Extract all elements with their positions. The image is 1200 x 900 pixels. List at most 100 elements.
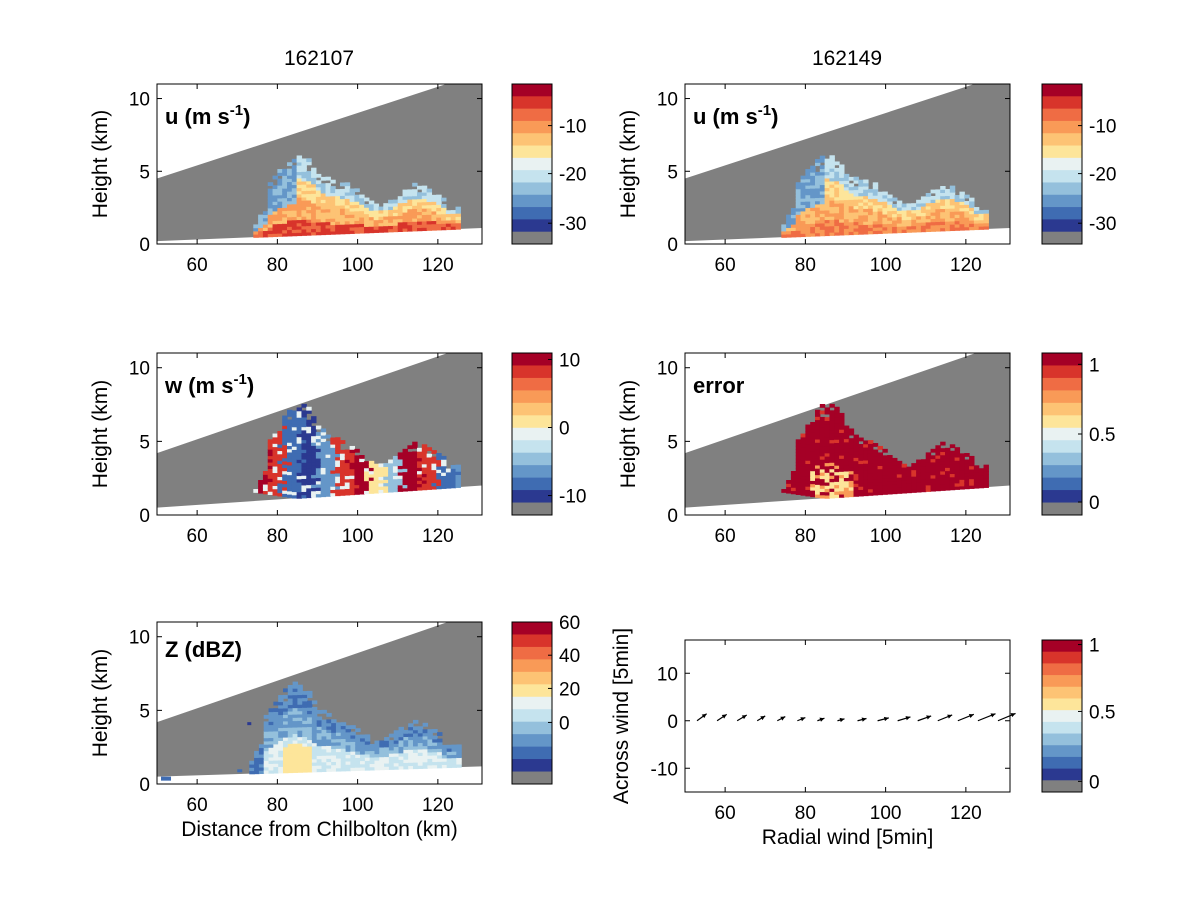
echo-cell [273, 714, 279, 719]
echo-cell [412, 719, 419, 724]
echo-cell [267, 195, 274, 199]
echo-cell [291, 226, 298, 230]
echo-cell [311, 429, 317, 433]
echo-cell [872, 207, 879, 212]
echo-cell [834, 468, 840, 473]
y-tick-label: 5 [667, 432, 678, 453]
echo-cell [378, 228, 384, 233]
echo-cell [373, 209, 380, 214]
echo-cell [297, 755, 303, 760]
echo-cell [335, 463, 341, 467]
echo-cell [427, 745, 433, 750]
echo-cell [872, 201, 879, 206]
echo-cell [403, 759, 409, 763]
echo-cell [945, 214, 951, 219]
echo-cell [263, 750, 270, 755]
echo-cell [340, 761, 347, 765]
axes-frame [156, 352, 483, 516]
echo-cell [426, 191, 433, 196]
echo-cell [877, 210, 884, 215]
echo-cell [949, 460, 956, 465]
echo-cell [949, 466, 956, 471]
echo-cell [340, 757, 347, 762]
echo-cell [843, 490, 850, 495]
echo-cell [412, 765, 419, 770]
echo-cell [267, 230, 274, 235]
echo-cell [302, 691, 308, 695]
echo-cell [959, 210, 965, 215]
echo-cell [887, 461, 893, 466]
echo-cell [335, 741, 342, 746]
echo-cell [432, 761, 438, 766]
echo-cell [940, 221, 946, 226]
echo-cell [795, 455, 802, 460]
echo-cell [949, 450, 956, 455]
echo-cell [441, 757, 448, 762]
echo-cell [277, 469, 283, 474]
echo-cell [877, 220, 884, 225]
colorbar-tick-label: -20 [1089, 165, 1116, 186]
echo-cell [843, 444, 850, 449]
echo-cell [882, 487, 888, 492]
echo-cell [431, 217, 437, 222]
echo-cell [349, 226, 356, 231]
echo-cell [790, 230, 797, 235]
echo-cell [421, 192, 428, 196]
echo-cell [320, 444, 327, 449]
colorbar-top-right: -10-20-30 [1041, 83, 1116, 245]
echo-cell [398, 739, 404, 744]
echo-cell [307, 729, 313, 734]
echo-cell [969, 210, 975, 215]
echo-cell [302, 749, 308, 754]
echo-cell [344, 220, 351, 225]
colorbar-tick-label: 0 [1089, 493, 1100, 514]
echo-cell [277, 213, 283, 218]
echo-cell [810, 191, 816, 196]
echo-cell [388, 475, 394, 480]
echo-cell [373, 479, 380, 484]
echo-cell [916, 222, 922, 226]
echo-cell [417, 758, 424, 763]
echo-cell [292, 765, 299, 770]
echo-cell [291, 439, 298, 444]
echo-cell [819, 174, 826, 179]
column-title-right: 162149 [812, 47, 882, 70]
echo-cell [292, 701, 299, 705]
echo-cell [412, 739, 419, 744]
echo-cell [330, 211, 336, 216]
echo-cell [829, 161, 835, 166]
echo-cell [278, 746, 284, 751]
echo-cell [795, 195, 802, 199]
echo-cell [824, 436, 831, 441]
echo-cell [422, 755, 429, 760]
echo-cell [441, 751, 448, 756]
echo-cell [810, 490, 816, 494]
panel-label: u (m s-1) [693, 102, 778, 129]
echo-cell [278, 756, 284, 761]
echo-cell [369, 766, 376, 771]
echo-cell [426, 188, 433, 193]
echo-cell [335, 437, 341, 442]
echo-cell [320, 189, 327, 194]
echo-cell [335, 738, 342, 743]
echo-cell [829, 158, 835, 163]
colorbar-swatch [512, 402, 552, 416]
echo-cell [335, 443, 341, 448]
echo-cell [268, 769, 274, 774]
echo-cell [800, 223, 806, 228]
echo-cell [786, 233, 792, 238]
echo-cell [325, 444, 331, 449]
echo-cell [834, 196, 840, 201]
echo-cell [815, 458, 821, 463]
echo-cell [867, 195, 874, 200]
echo-cell [306, 484, 312, 489]
echo-cell [320, 199, 327, 204]
echo-cell [383, 476, 389, 480]
echo-cell [819, 210, 826, 214]
echo-cell [311, 186, 317, 191]
echo-cell [277, 233, 283, 237]
echo-cell [272, 188, 278, 193]
echo-cell [839, 228, 845, 233]
echo-cell [901, 213, 908, 217]
